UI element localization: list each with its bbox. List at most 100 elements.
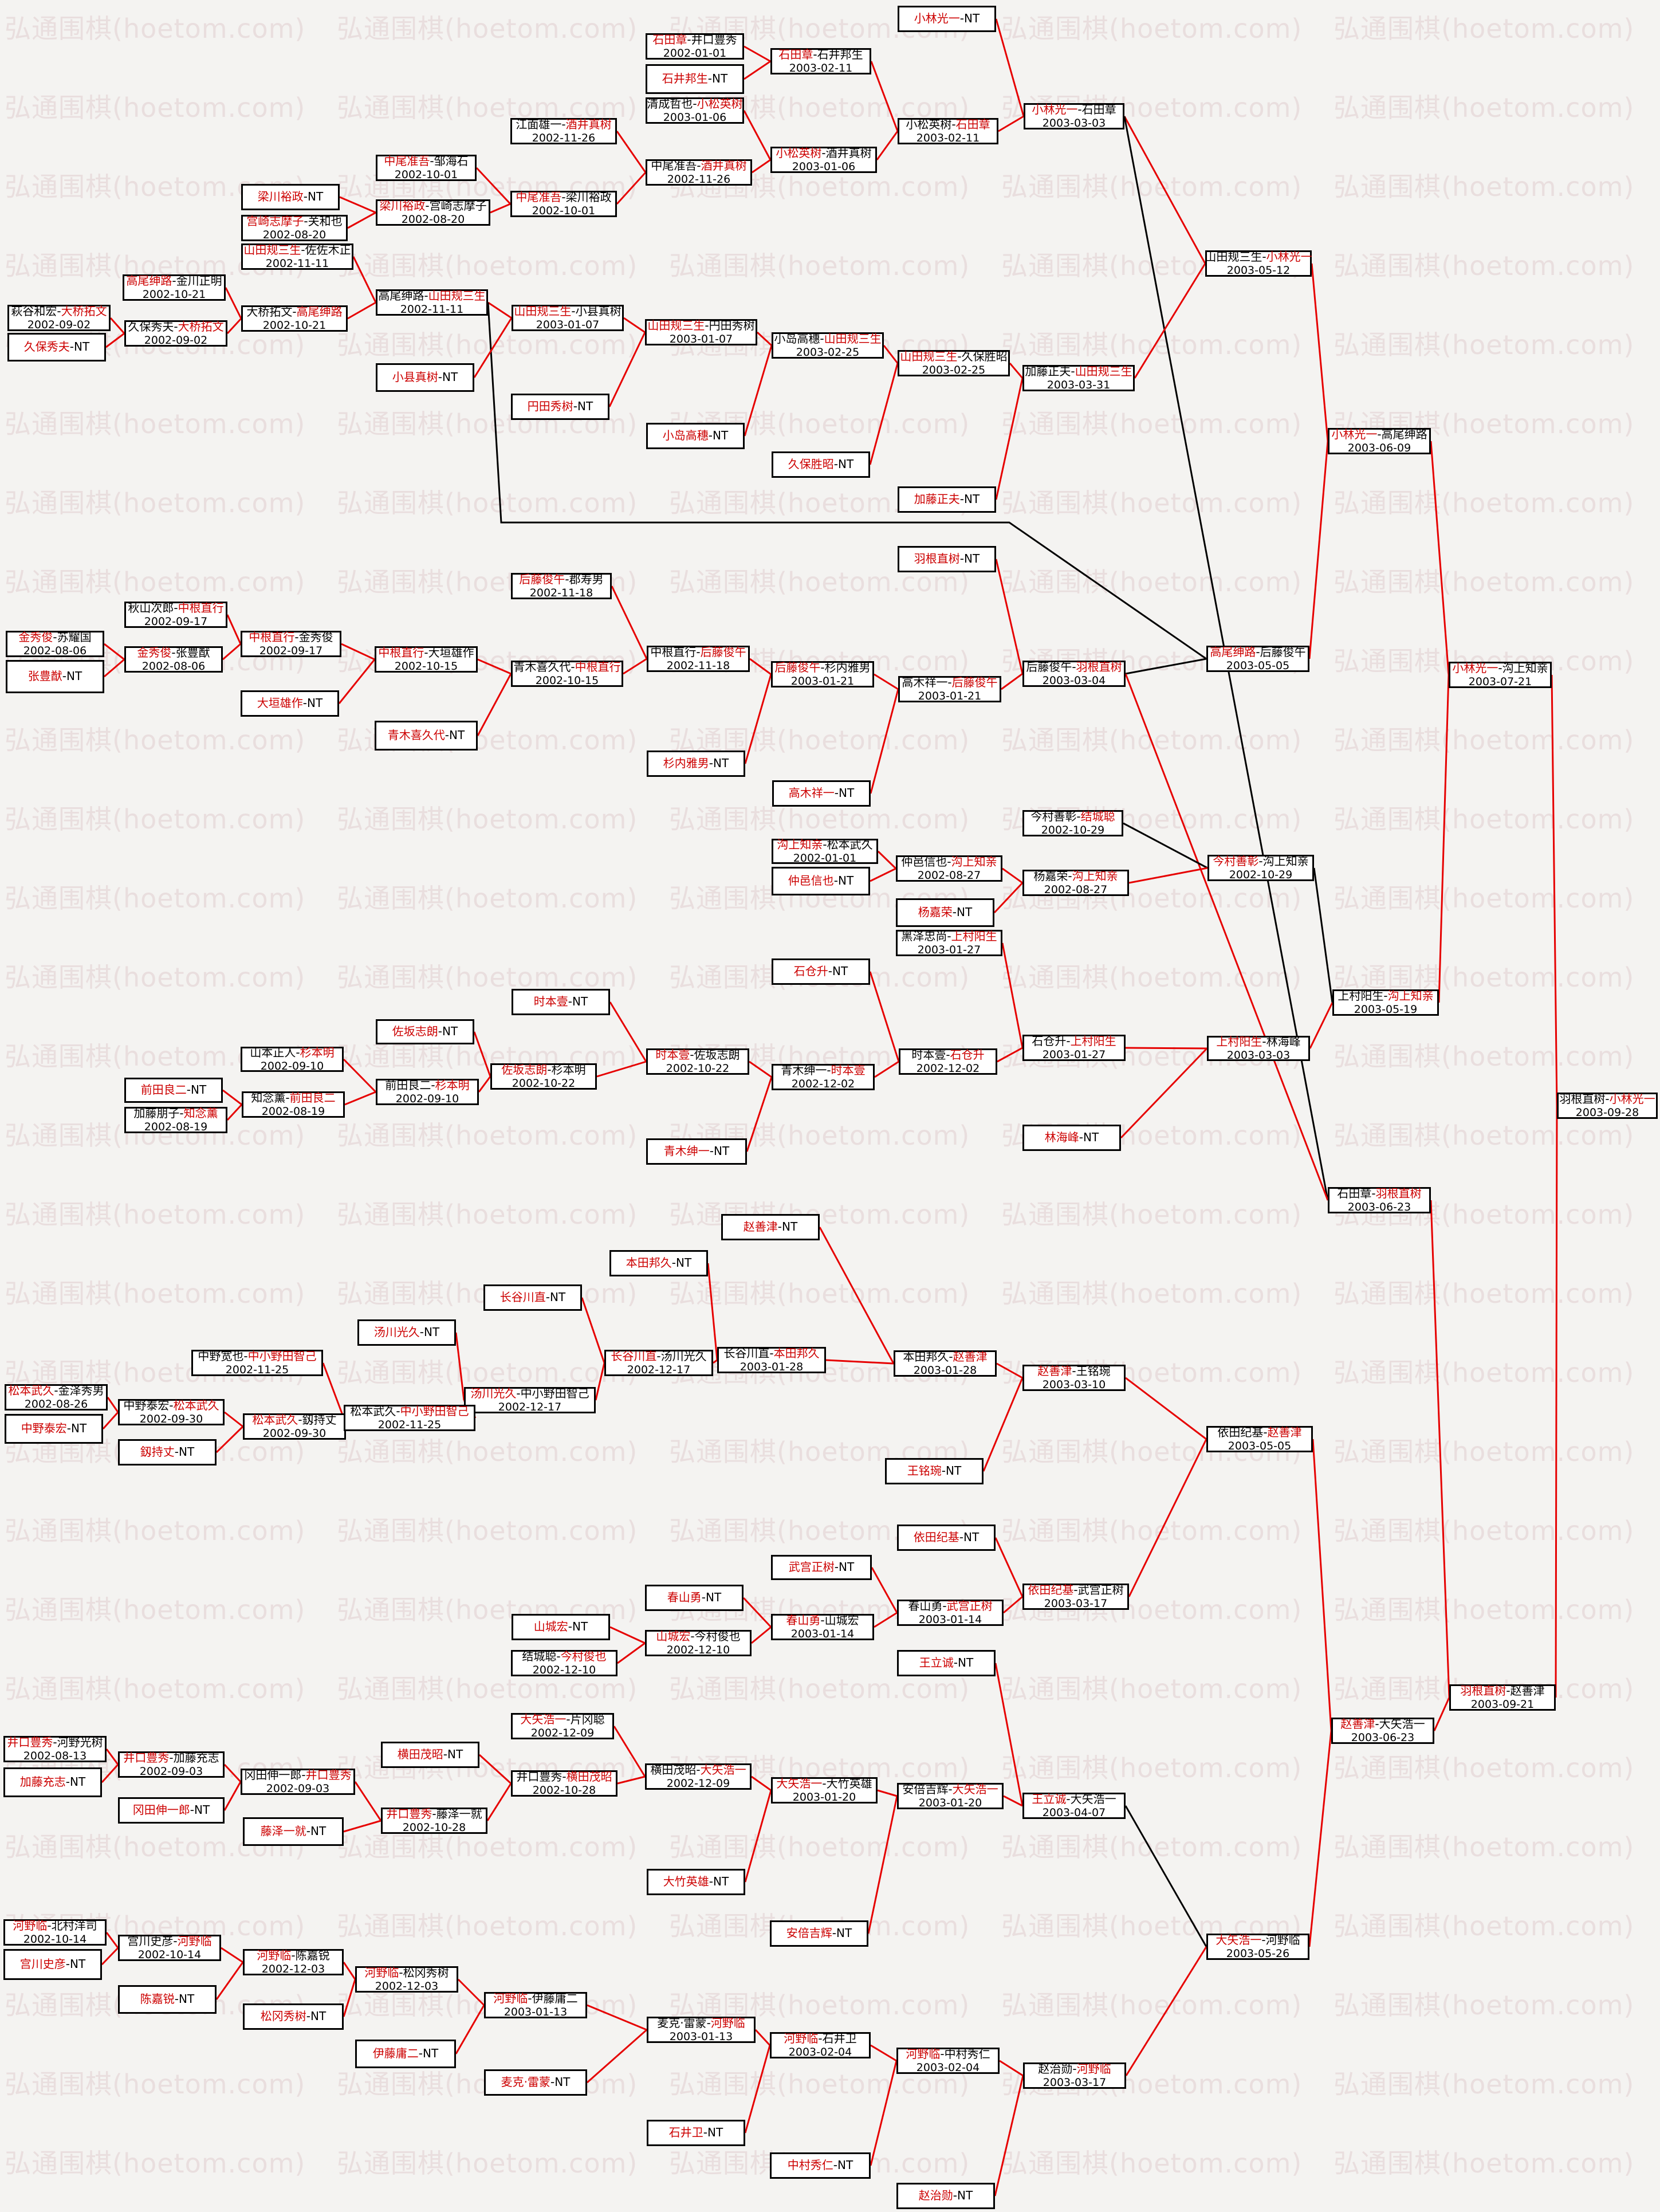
match-box[interactable]: 时本壹-石仓升 2002-12-02 [899, 1048, 997, 1075]
match-box[interactable]: 山田规三生-小林光一 2003-05-12 [1205, 250, 1312, 277]
match-box[interactable]: 河野临-北村洋司 2002-10-14 [3, 1919, 107, 1946]
match-box[interactable]: 中尾准吾-邹海石 2002-10-01 [376, 154, 477, 181]
match-box[interactable]: 上村阳生-沟上知亲 2003-05-19 [1332, 989, 1439, 1016]
match-box[interactable]: 赵善津-大矢浩一 2003-06-23 [1331, 1717, 1434, 1744]
match-box[interactable]: 赵治勋-河野临 2003-03-17 [1023, 2062, 1126, 2089]
match-box[interactable]: 石田章-石井邦生 2003-02-11 [770, 48, 871, 74]
player-box[interactable]: 本田邦久-NT [609, 1250, 708, 1276]
match-box[interactable]: 山田规三生-久保胜昭 2003-02-25 [898, 349, 1010, 376]
match-box[interactable]: 安倍吉辉-大矢浩一 2003-01-20 [897, 1782, 1004, 1809]
match-box[interactable]: 金秀俊-苏耀国 2002-08-06 [6, 630, 104, 657]
match-box[interactable]: 中根直行-金秀俊 2002-09-17 [241, 630, 341, 657]
match-box[interactable]: 依田纪基-武宫正树 2003-03-17 [1022, 1583, 1129, 1610]
match-box[interactable]: 梁川裕政-宫崎志摩子 2002-08-20 [376, 199, 490, 226]
match-box[interactable]: 杨嘉荣-沟上知亲 2002-08-27 [1022, 869, 1129, 896]
player-box[interactable]: 羽根直树-NT [898, 546, 996, 572]
match-box[interactable]: 大矢浩一-片冈聪 2002-12-09 [511, 1712, 614, 1739]
match-box[interactable]: 春山勇-山城宏 2003-01-14 [771, 1613, 874, 1640]
match-box[interactable]: 小松英树-石田章 2003-02-11 [898, 117, 998, 144]
player-box[interactable]: 麦克·雷蒙-NT [484, 2069, 587, 2096]
match-box[interactable]: 加藤正夫-山田规三生 2003-03-31 [1022, 364, 1135, 391]
player-box[interactable]: 山城宏-NT [512, 1614, 610, 1640]
match-box[interactable]: 石田章-羽根直树 2003-06-23 [1328, 1186, 1431, 1213]
match-box[interactable]: 沟上知亲-松本武久 2002-01-01 [772, 838, 878, 865]
match-box[interactable]: 井口豊秀-河野光树 2002-08-13 [3, 1735, 107, 1762]
match-box[interactable]: 石田章-井口豊秀 2002-01-01 [646, 33, 744, 60]
match-box[interactable]: 大矢浩一-河野临 2003-05-26 [1206, 1933, 1309, 1960]
player-box[interactable]: 时本壹-NT [512, 989, 610, 1015]
match-box[interactable]: 山田规三生-小县真树 2003-01-07 [512, 304, 624, 331]
match-box[interactable]: 中根直行-后藤俊午 2002-11-18 [647, 645, 750, 672]
match-box[interactable]: 井口豊秀-藤泽一就 2002-10-28 [381, 1807, 487, 1834]
match-box[interactable]: 长谷川直-汤川光久 2002-12-17 [604, 1349, 713, 1376]
match-box[interactable]: 久保秀夫-大桥拓文 2002-09-02 [124, 320, 227, 347]
match-box[interactable]: 大桥拓文-高尾绅路 2002-10-21 [241, 305, 348, 332]
match-box[interactable]: 黑泽忠尚-上村阳生 2003-01-27 [896, 929, 1002, 956]
match-box[interactable]: 小林光一-沟上知亲 2003-07-21 [1449, 661, 1552, 688]
match-box[interactable]: 山城宏-今村俊也 2002-12-10 [645, 1629, 752, 1656]
match-box[interactable]: 小岛高穗-山田规三生 2003-02-25 [772, 332, 884, 359]
match-box[interactable]: 中根直行-大垣雄作 2002-10-15 [375, 646, 478, 673]
match-box[interactable]: 赵善津-王铭琬 2003-03-10 [1022, 1364, 1126, 1391]
player-box[interactable]: 陈嘉锐-NT [118, 1985, 217, 2014]
match-box[interactable]: 本田邦久-赵善津 2003-01-28 [894, 1350, 997, 1377]
match-box[interactable]: 横田茂昭-大矢浩一 2002-12-09 [645, 1763, 752, 1790]
match-box[interactable]: 松本武久-金泽秀男 2002-08-26 [5, 1384, 108, 1411]
match-box[interactable]: 佐坂志朗-杉本明 2002-10-22 [490, 1063, 597, 1090]
player-box[interactable]: 青木喜久代-NT [375, 721, 478, 751]
match-box[interactable]: 羽根直树-赵善津 2003-09-21 [1449, 1684, 1556, 1711]
match-box[interactable]: 萩谷和宏-大桥拓文 2002-09-02 [7, 304, 111, 331]
player-box[interactable]: 中村秀仁-NT [770, 2152, 871, 2179]
match-box[interactable]: 冈田伸一郎-井口豊秀 2002-09-03 [241, 1768, 355, 1795]
match-box[interactable]: 小松英树-酒井真树 2003-01-06 [770, 146, 877, 173]
player-box[interactable]: 大竹英雄-NT [647, 1869, 745, 1895]
player-box[interactable]: 梁川裕政-NT [241, 184, 340, 210]
player-box[interactable]: 杉内雅男-NT [647, 751, 745, 777]
match-box[interactable]: 羽根直树-小林光一 2003-09-28 [1557, 1092, 1658, 1119]
match-box[interactable]: 王立诚-大矢浩一 2003-04-07 [1022, 1792, 1126, 1819]
match-box[interactable]: 高尾绅路-金川正明 2002-10-21 [123, 274, 226, 301]
match-box[interactable]: 中野泰宏-松本武久 2002-09-30 [118, 1398, 225, 1425]
match-box[interactable]: 大矢浩一-大竹英雄 2003-01-20 [771, 1777, 878, 1804]
match-box[interactable]: 高木祥一-后藤俊午 2003-01-21 [898, 675, 1001, 702]
player-box[interactable]: 中野泰宏-NT [5, 1414, 103, 1444]
player-box[interactable]: 安倍吉辉-NT [770, 1920, 868, 1947]
match-box[interactable]: 河野临-中村秀仁 2003-02-04 [896, 2047, 1000, 2074]
match-box[interactable]: 知念薰-前田良二 2002-08-19 [242, 1091, 345, 1118]
player-box[interactable]: 前田良二-NT [124, 1078, 223, 1103]
match-box[interactable]: 结城聪-今村俊也 2002-12-10 [511, 1649, 617, 1676]
player-box[interactable]: 汤川光久-NT [357, 1319, 456, 1346]
match-box[interactable]: 中尾准吾-梁川裕政 2002-10-01 [510, 190, 617, 217]
player-box[interactable]: 王立诚-NT [897, 1650, 996, 1676]
player-box[interactable]: 高木祥一-NT [772, 780, 871, 807]
match-box[interactable]: 小林光一-高尾绅路 2003-06-09 [1328, 427, 1431, 454]
match-box[interactable]: 山田规三生-佐佐木正 2002-11-11 [241, 243, 353, 270]
player-box[interactable]: 伊藤庸二-NT [355, 2040, 456, 2068]
match-box[interactable]: 中尾准吾-酒井真树 2002-11-26 [646, 159, 752, 186]
player-box[interactable]: 加藤正夫-NT [898, 486, 996, 513]
match-box[interactable]: 井口豊秀-加藤充志 2002-09-03 [118, 1751, 225, 1778]
player-box[interactable]: 杨嘉荣-NT [896, 898, 994, 927]
player-box[interactable]: 石井邦生-NT [646, 64, 744, 94]
player-box[interactable]: 春山勇-NT [645, 1585, 744, 1611]
player-box[interactable]: 釼持丈-NT [118, 1439, 217, 1466]
player-box[interactable]: 王铭琬-NT [885, 1458, 984, 1484]
match-box[interactable]: 河野临-松冈秀树 2002-12-03 [355, 1966, 458, 1993]
player-box[interactable]: 小岛高穗-NT [646, 423, 745, 449]
match-box[interactable]: 青木喜久代-中根直行 2002-10-15 [511, 660, 623, 687]
player-box[interactable]: 冈田伸一郎-NT [118, 1797, 225, 1824]
player-box[interactable]: 加藤充志-NT [3, 1767, 102, 1797]
match-box[interactable]: 山本正人-杉本明 2002-09-10 [241, 1046, 344, 1072]
player-box[interactable]: 武宫正树-NT [771, 1555, 872, 1580]
match-box[interactable]: 秋山次郎-中根直行 2002-09-17 [124, 601, 227, 628]
player-box[interactable]: 久保胜昭-NT [772, 451, 870, 478]
match-box[interactable]: 山田规三生-円田秀树 2003-01-07 [645, 319, 757, 345]
match-box[interactable]: 时本壹-佐坂志朗 2002-10-22 [646, 1048, 749, 1075]
player-box[interactable]: 横田茂昭-NT [381, 1742, 479, 1768]
match-box[interactable]: 金秀俊-张豊猷 2002-08-06 [124, 646, 223, 673]
match-box[interactable]: 宫崎志摩子-关和也 2002-08-20 [241, 214, 348, 241]
match-box[interactable]: 长谷川直-本田邦久 2003-01-28 [717, 1346, 826, 1373]
match-box[interactable]: 高尾绅路-后藤俊午 2003-05-05 [1206, 645, 1309, 672]
match-box[interactable]: 中野宽也-中小野田智己 2002-11-25 [191, 1349, 323, 1376]
match-box[interactable]: 青木绅一-时本壹 2002-12-02 [772, 1063, 875, 1090]
